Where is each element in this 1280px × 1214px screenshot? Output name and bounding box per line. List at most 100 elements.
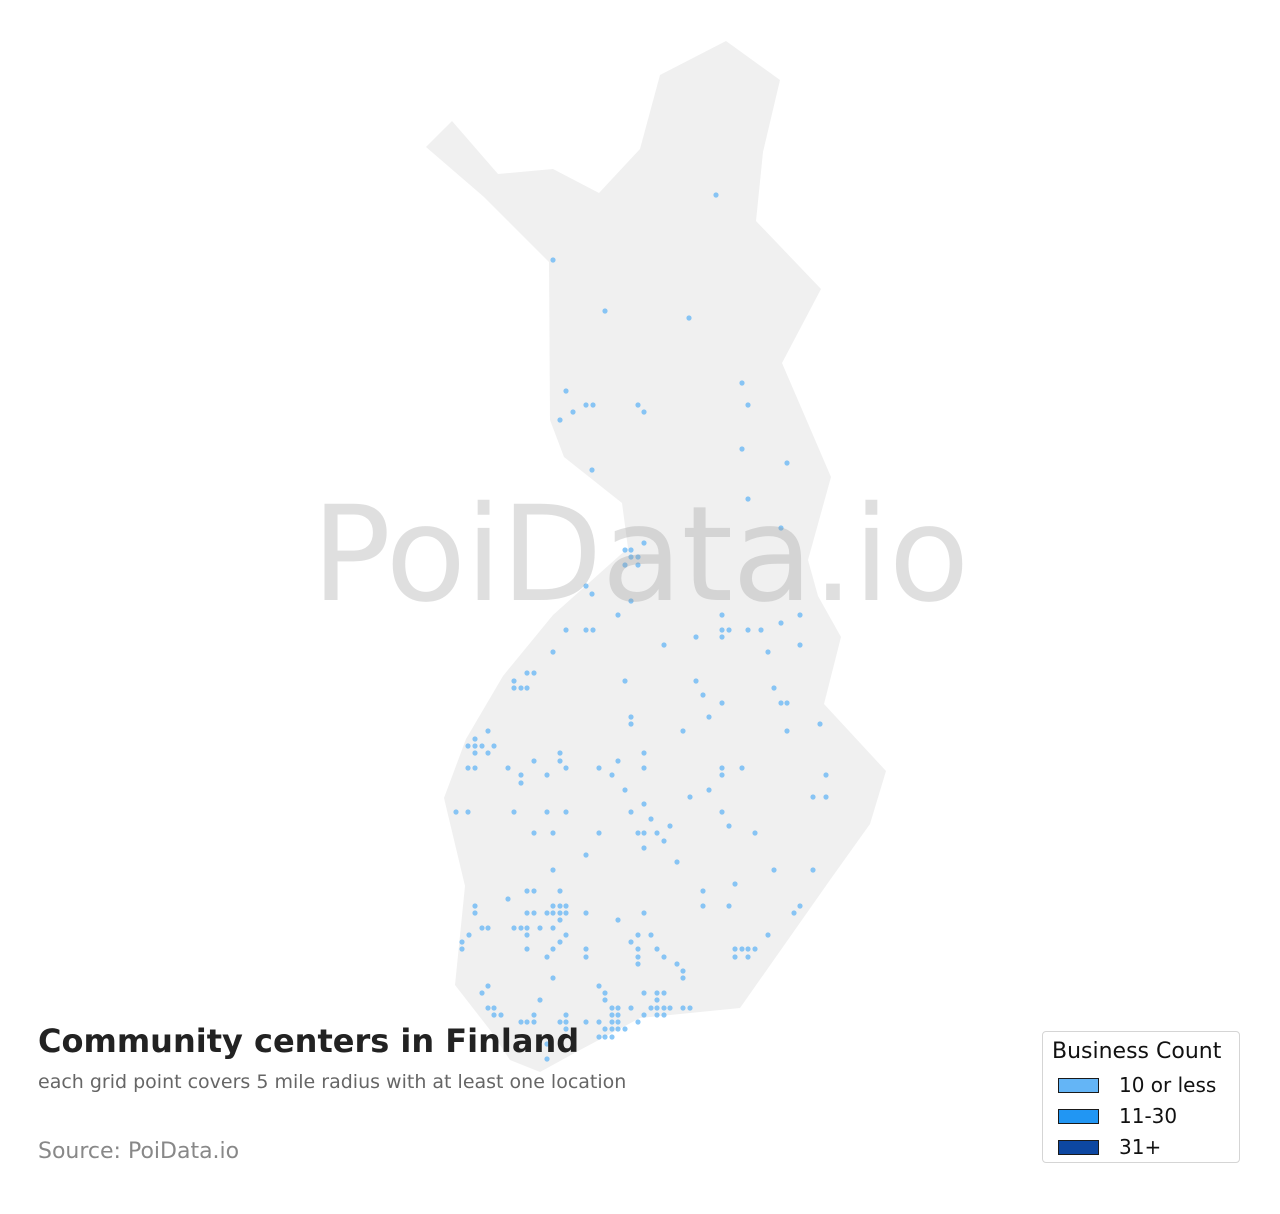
- grid-point: [531, 910, 537, 916]
- grid-point: [511, 925, 517, 931]
- grid-point: [583, 910, 589, 916]
- grid-points: [453, 192, 829, 1062]
- grid-point: [465, 743, 471, 749]
- grid-point: [680, 728, 686, 734]
- legend-swatch: [1058, 1108, 1099, 1124]
- grid-point: [635, 830, 641, 836]
- grid-point: [557, 888, 563, 894]
- grid-point: [531, 888, 537, 894]
- grid-point: [491, 743, 497, 749]
- grid-point: [602, 997, 608, 1003]
- grid-point: [485, 750, 491, 756]
- grid-point: [472, 750, 478, 756]
- grid-point: [680, 975, 686, 981]
- grid-point: [550, 975, 556, 981]
- grid-point: [550, 925, 556, 931]
- grid-point: [719, 700, 725, 706]
- grid-point: [563, 903, 569, 909]
- grid-point: [719, 634, 725, 640]
- source-credit: Source: PoiData.io: [38, 1139, 240, 1164]
- grid-point: [583, 583, 589, 589]
- grid-point: [817, 721, 823, 727]
- grid-point: [745, 402, 751, 408]
- grid-point: [635, 961, 641, 967]
- grid-point: [550, 257, 556, 263]
- grid-point: [590, 627, 596, 633]
- grid-point: [680, 968, 686, 974]
- grid-point: [498, 1012, 504, 1018]
- grid-point: [635, 554, 641, 560]
- grid-point: [823, 794, 829, 800]
- grid-point: [758, 627, 764, 633]
- grid-point: [609, 772, 615, 778]
- grid-point: [635, 954, 641, 960]
- grid-point: [563, 627, 569, 633]
- grid-point: [745, 954, 751, 960]
- grid-point: [635, 932, 641, 938]
- grid-point: [628, 809, 634, 815]
- grid-point: [531, 1012, 537, 1018]
- grid-point: [615, 1012, 621, 1018]
- grid-point: [784, 460, 790, 466]
- grid-point: [485, 728, 491, 734]
- map-subtitle: each grid point covers 5 mile radius wit…: [38, 1071, 627, 1093]
- grid-point: [797, 642, 803, 648]
- grid-point: [641, 409, 647, 415]
- grid-point: [654, 946, 660, 952]
- grid-point: [479, 925, 485, 931]
- grid-point: [797, 903, 803, 909]
- grid-point: [583, 402, 589, 408]
- grid-point: [784, 728, 790, 734]
- grid-point: [524, 932, 530, 938]
- grid-point: [511, 678, 517, 684]
- grid-point: [765, 932, 771, 938]
- grid-point: [485, 1005, 491, 1011]
- grid-point: [745, 946, 751, 952]
- grid-point: [654, 1005, 660, 1011]
- grid-point: [583, 1019, 589, 1025]
- grid-point: [654, 830, 660, 836]
- grid-point: [524, 946, 530, 952]
- grid-point: [661, 954, 667, 960]
- grid-point: [719, 612, 725, 618]
- grid-point: [544, 1041, 550, 1047]
- grid-point: [524, 910, 530, 916]
- grid-point: [472, 743, 478, 749]
- grid-point: [563, 809, 569, 815]
- grid-point: [739, 946, 745, 952]
- grid-point: [648, 1005, 654, 1011]
- grid-point: [797, 612, 803, 618]
- grid-point: [602, 308, 608, 314]
- grid-point: [518, 685, 524, 691]
- grid-point: [661, 642, 667, 648]
- legend-swatch: [1058, 1077, 1099, 1093]
- grid-point: [557, 917, 563, 923]
- map-title: Community centers in Finland: [38, 1022, 580, 1060]
- grid-point: [557, 1019, 563, 1025]
- grid-point: [563, 910, 569, 916]
- grid-point: [732, 946, 738, 952]
- grid-point: [524, 1019, 530, 1025]
- grid-point: [537, 997, 543, 1003]
- grid-point: [615, 1019, 621, 1025]
- legend-item-low: 10 or less: [1058, 1073, 1216, 1097]
- grid-point: [544, 910, 550, 916]
- grid-point: [732, 881, 738, 887]
- grid-point: [544, 1056, 550, 1062]
- grid-point: [726, 823, 732, 829]
- grid-point: [518, 780, 524, 786]
- grid-point: [778, 700, 784, 706]
- grid-point: [518, 925, 524, 931]
- grid-point: [686, 315, 692, 321]
- grid-point: [583, 954, 589, 960]
- legend-item-mid: 11-30: [1058, 1104, 1177, 1128]
- grid-point: [615, 612, 621, 618]
- grid-point: [563, 765, 569, 771]
- grid-point: [771, 685, 777, 691]
- grid-point: [596, 1019, 602, 1025]
- grid-point: [531, 1019, 537, 1025]
- grid-point: [596, 1034, 602, 1040]
- grid-point: [557, 417, 563, 423]
- grid-point: [622, 562, 628, 568]
